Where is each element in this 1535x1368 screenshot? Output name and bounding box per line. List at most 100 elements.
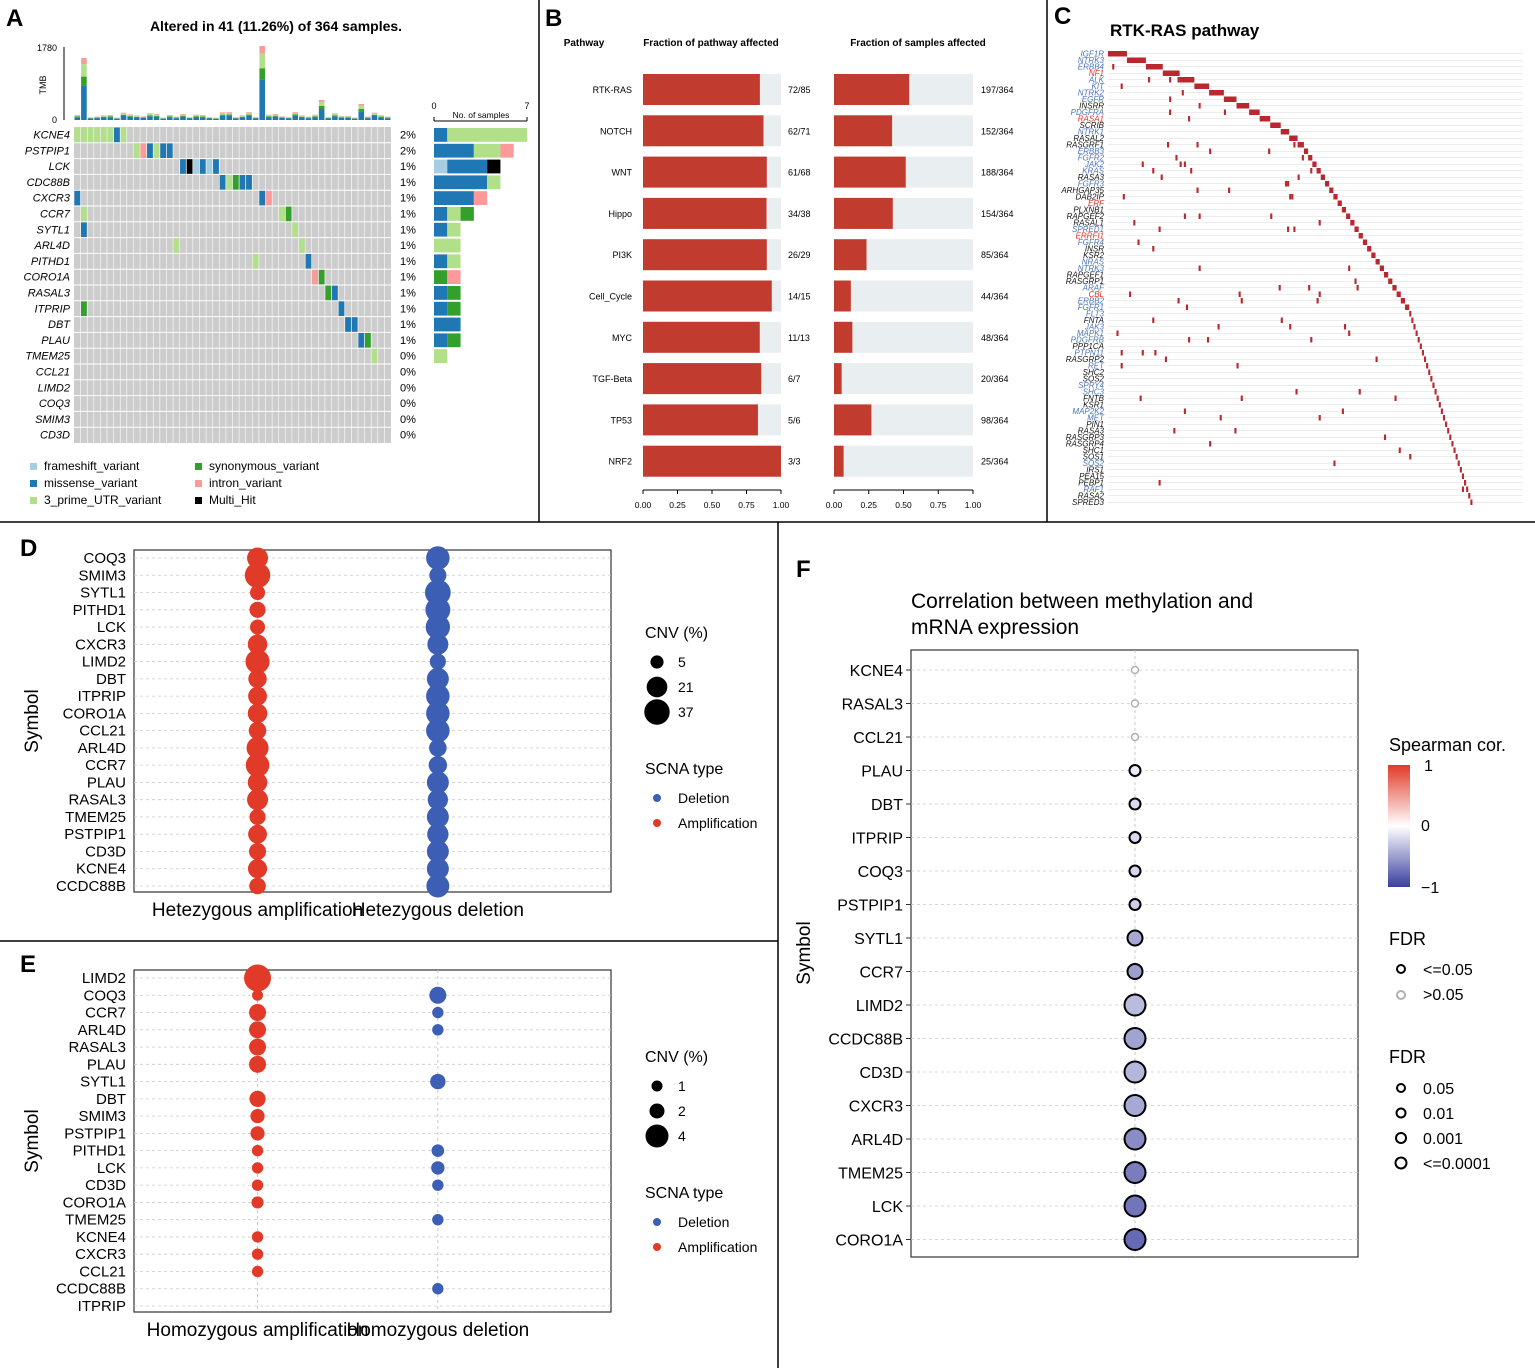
tmb-bar-segment (371, 114, 378, 116)
rtk-alteration-run (1333, 194, 1338, 200)
fdr-size-legend-label: 0.001 (1423, 1131, 1463, 1148)
deletion-point (431, 1144, 445, 1157)
rtk-alteration-run (1337, 200, 1342, 206)
sample-fraction-bar (834, 239, 867, 271)
rtk-alteration-cell (1236, 363, 1239, 369)
size-legend-dot (646, 676, 668, 698)
sample-count-bar (447, 301, 461, 316)
rtk-alteration-cell (1112, 64, 1115, 70)
altered-percent: 2% (400, 145, 416, 157)
spearman-tick-label: 1 (1424, 758, 1433, 775)
rtk-alteration-run (1108, 51, 1127, 57)
rtk-alteration-run (1415, 330, 1418, 336)
tmb-bar-segment (312, 117, 318, 120)
pathway-count-label: 72/85 (788, 85, 811, 95)
tmb-bar-segment (292, 112, 299, 113)
deletion-point (427, 789, 449, 810)
tmb-bar-segment (219, 114, 226, 116)
sample-count-bar (434, 238, 461, 253)
tmb-bar-segment (107, 116, 114, 118)
altered-percent: 1% (400, 272, 416, 284)
tmb-bar-segment (173, 117, 180, 119)
spearman-tick-label: 0 (1421, 818, 1430, 835)
rtk-gene-label: MET (1087, 414, 1105, 423)
sample-count-label: 85/364 (981, 250, 1009, 260)
sample-fraction-bar (834, 74, 910, 105)
tmb-bar-segment (345, 117, 351, 120)
gene-label: PSTPIP1 (64, 826, 126, 843)
correlation-point (1123, 1228, 1147, 1251)
deletion-point (426, 771, 449, 794)
mutation-cell (279, 206, 285, 222)
rtk-alteration-run (1223, 96, 1237, 102)
gene-label: CCL21 (79, 1263, 126, 1280)
deletion-point (432, 1024, 444, 1036)
sample-count-bar (473, 143, 501, 158)
pathway-fraction-bar (643, 74, 760, 105)
sample-count-bar (434, 254, 448, 269)
amplification-point (251, 1265, 264, 1278)
rtk-alteration-run (1388, 278, 1393, 284)
tmb-bar-segment (199, 115, 206, 117)
rtk-alteration-run (1466, 486, 1469, 492)
correlation-point (1128, 797, 1142, 811)
axis-tick-label: 0.50 (895, 500, 912, 510)
size-legend-dot (644, 699, 670, 725)
tmb-bar-segment (365, 117, 371, 119)
axis-tick-label: 0.25 (669, 500, 686, 510)
rtk-alteration-cell (1287, 226, 1290, 232)
pathway-label: NOTCH (600, 126, 632, 136)
legend-label: synonymous_variant (209, 459, 320, 473)
fdr-legend-dot (1396, 990, 1406, 1000)
rtk-alteration-run (1126, 57, 1146, 63)
rtk-alteration-run (1453, 447, 1456, 453)
rtk-alteration-cell (1333, 460, 1336, 466)
tmb-bar-segment (219, 115, 226, 120)
rtk-alteration-run (1383, 272, 1389, 278)
type-legend-dot (653, 794, 661, 802)
pathway-fraction-bar (643, 115, 764, 147)
sample-count-bar (447, 270, 461, 284)
rtk-alteration-run (1405, 304, 1410, 310)
rtk-alteration-run (1455, 454, 1458, 460)
sample-bar-bg (834, 280, 973, 312)
fdr-size-legend-label: <=0.0001 (1423, 1156, 1491, 1173)
rtk-alteration-cell (1289, 194, 1292, 200)
gene-label: COQ3 (83, 987, 126, 1004)
legend-swatch (30, 480, 37, 487)
correlation-point (1128, 831, 1142, 844)
rtk-gene-label: PDGFRB (1071, 336, 1105, 345)
gene-label: LCK (97, 619, 126, 636)
gene-label: LIMD2 (856, 998, 903, 1015)
gene-label: CCDC88B (56, 878, 126, 895)
tmb-bar-segment (233, 118, 239, 120)
rtk-alteration-run (1449, 434, 1452, 440)
gene-label: CCR7 (85, 1005, 126, 1022)
mutation-cell (232, 175, 239, 190)
size-legend-dot (651, 1080, 663, 1092)
altered-percent: 1% (400, 256, 416, 268)
amplification-point (251, 1162, 264, 1174)
rtk-alteration-cell (1293, 142, 1296, 148)
tmb-bar-segment (147, 113, 153, 114)
altered-percent: 0% (400, 414, 416, 426)
gene-label: SMIM3 (78, 1108, 126, 1125)
rtk-alteration-cell (1209, 441, 1212, 447)
pathway-fraction-bar (643, 363, 762, 395)
tmb-bar-segment (305, 118, 312, 120)
tmb-bar-segment (160, 118, 166, 120)
gene-label: LIMD2 (82, 654, 126, 671)
rtk-alteration-run (1396, 291, 1401, 297)
sample-count-label: 44/364 (981, 292, 1009, 302)
rtk-alteration-run (1470, 499, 1473, 505)
rtk-alteration-cell (1177, 298, 1180, 304)
rtk-gene-label: NTRK2 (1078, 89, 1105, 98)
pathway-fraction-bar (643, 280, 772, 312)
gene-label: LCK (49, 161, 71, 173)
rtk-gene-label: RASGRP3 (1066, 433, 1105, 442)
tmb-bar-segment (219, 113, 226, 115)
altered-percent: 1% (400, 303, 416, 315)
amplification-point (247, 772, 268, 793)
tmb-bar-segment (312, 116, 318, 118)
tmb-bar-segment (226, 112, 232, 113)
